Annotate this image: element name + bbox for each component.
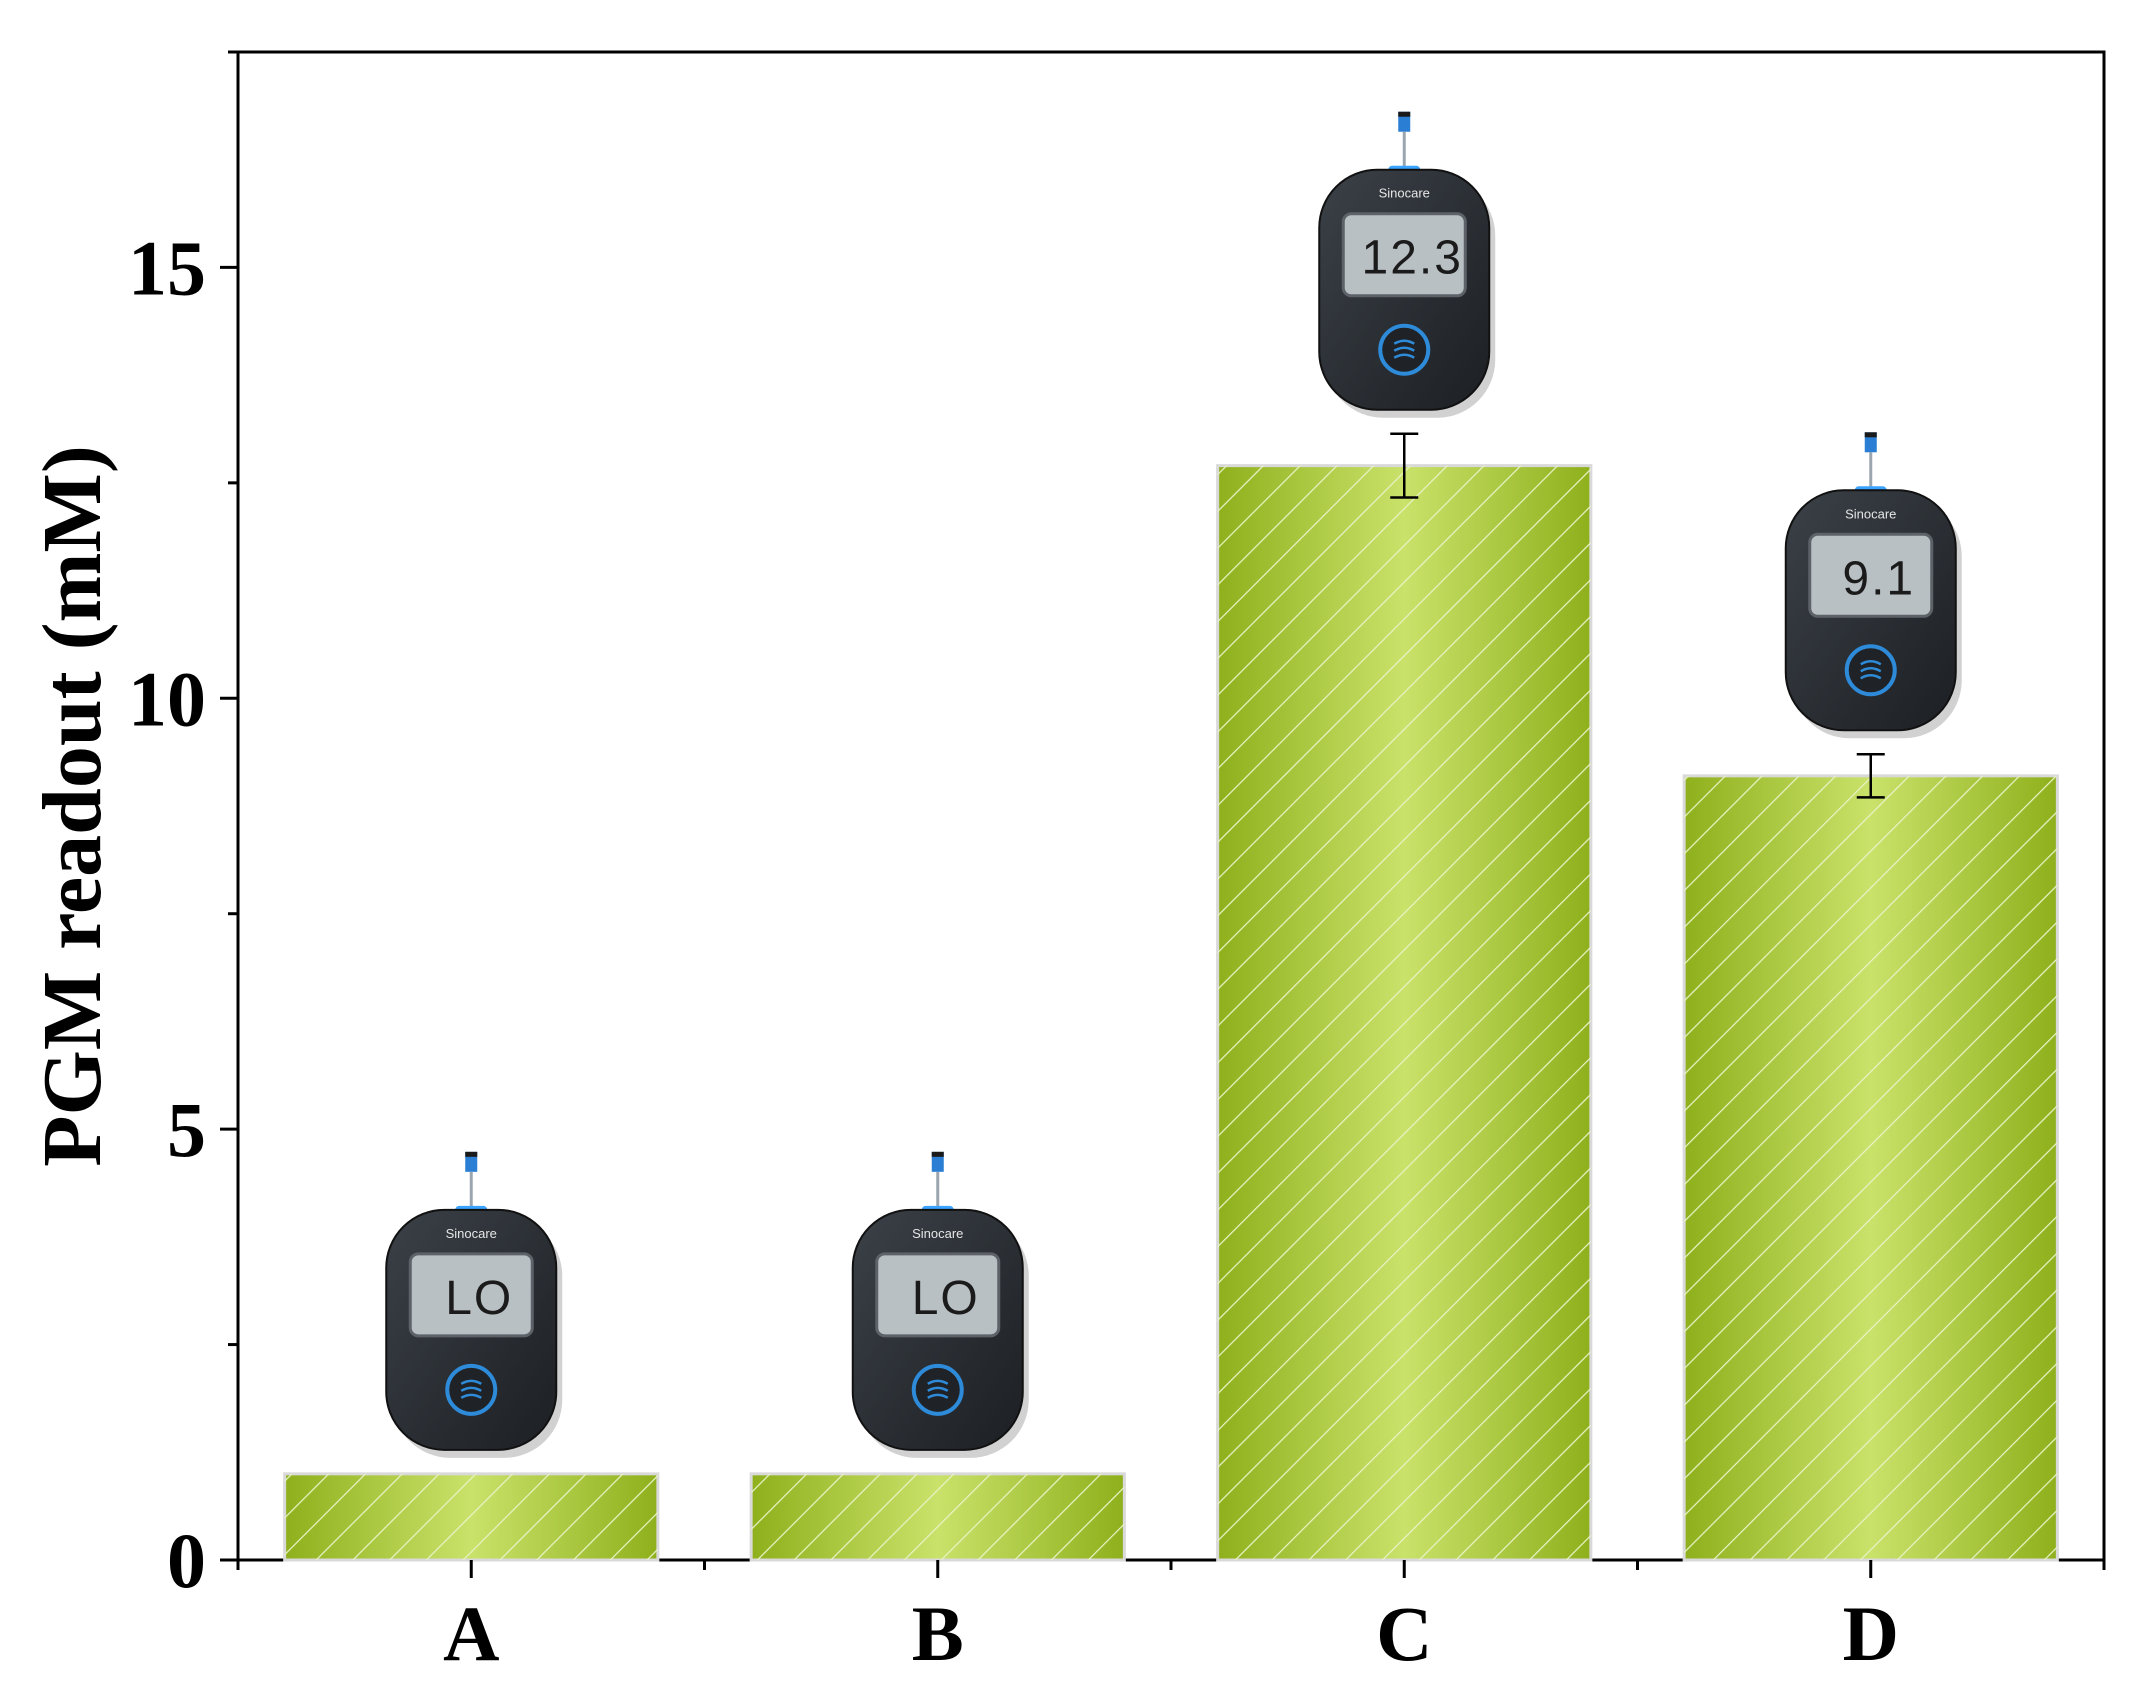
meter-readout: 9.1	[1842, 552, 1915, 605]
meter-screen	[1808, 532, 1934, 618]
test-strip-top	[465, 1151, 478, 1157]
glucose-meter-B: Sinocare LO	[851, 1151, 1029, 1458]
meter-brand-label: Sinocare	[912, 1226, 963, 1241]
test-strip-top	[1864, 432, 1877, 438]
bar-hatch-C	[1217, 465, 1591, 1561]
glucose-meter-A: Sinocare LO	[385, 1151, 563, 1458]
x-tick-label: C	[1376, 1590, 1432, 1677]
test-strip-top	[1398, 111, 1411, 117]
y-tick-label: 0	[167, 1517, 206, 1604]
y-tick-label: 15	[128, 224, 206, 311]
y-tick-label: 10	[128, 655, 206, 742]
glucose-meter-D: Sinocare 9.1	[1784, 432, 1962, 739]
test-strip-top	[931, 1151, 944, 1157]
bar-hatch-D	[1684, 775, 2058, 1560]
meter-wave-icon	[460, 1379, 482, 1399]
x-tick-label: B	[912, 1590, 964, 1677]
meter-button-icon	[1844, 644, 1897, 697]
meter-readout: LO	[912, 1272, 980, 1325]
meter-brand-label: Sinocare	[1845, 506, 1896, 521]
y-tick-label: 5	[167, 1086, 206, 1173]
glucose-meter-C: Sinocare 12.3	[1318, 111, 1496, 418]
meter-readout: 12.3	[1362, 232, 1463, 285]
meter-wave-icon	[1860, 660, 1882, 680]
meter-brand-label: Sinocare	[1379, 186, 1430, 201]
y-axis: 0 5 10 15	[128, 50, 238, 1604]
meter-screen	[408, 1252, 534, 1338]
meter-screen	[875, 1252, 1001, 1338]
meter-images-group: SinocareLOSinocareLOSinocare12.3Sinocare…	[385, 111, 1962, 1458]
meter-screen	[1341, 212, 1467, 298]
bar-hatch-B	[751, 1473, 1125, 1560]
error-bars-group	[1390, 432, 1885, 799]
meter-button-icon	[1378, 323, 1431, 376]
x-axis: A B C D	[236, 1560, 2106, 1677]
meter-brand-label: Sinocare	[446, 1226, 497, 1241]
meter-button-icon	[445, 1363, 498, 1416]
meter-wave-icon	[1393, 339, 1415, 359]
y-axis-title: PGM readout (mM)	[26, 445, 119, 1167]
x-tick-label: D	[1843, 1590, 1899, 1677]
bar-hatch-A	[284, 1473, 658, 1560]
meter-button-icon	[911, 1363, 964, 1416]
meter-wave-icon	[927, 1379, 949, 1399]
meter-readout: LO	[445, 1272, 513, 1325]
x-tick-label: A	[443, 1590, 499, 1677]
bars-group	[283, 464, 2059, 1562]
